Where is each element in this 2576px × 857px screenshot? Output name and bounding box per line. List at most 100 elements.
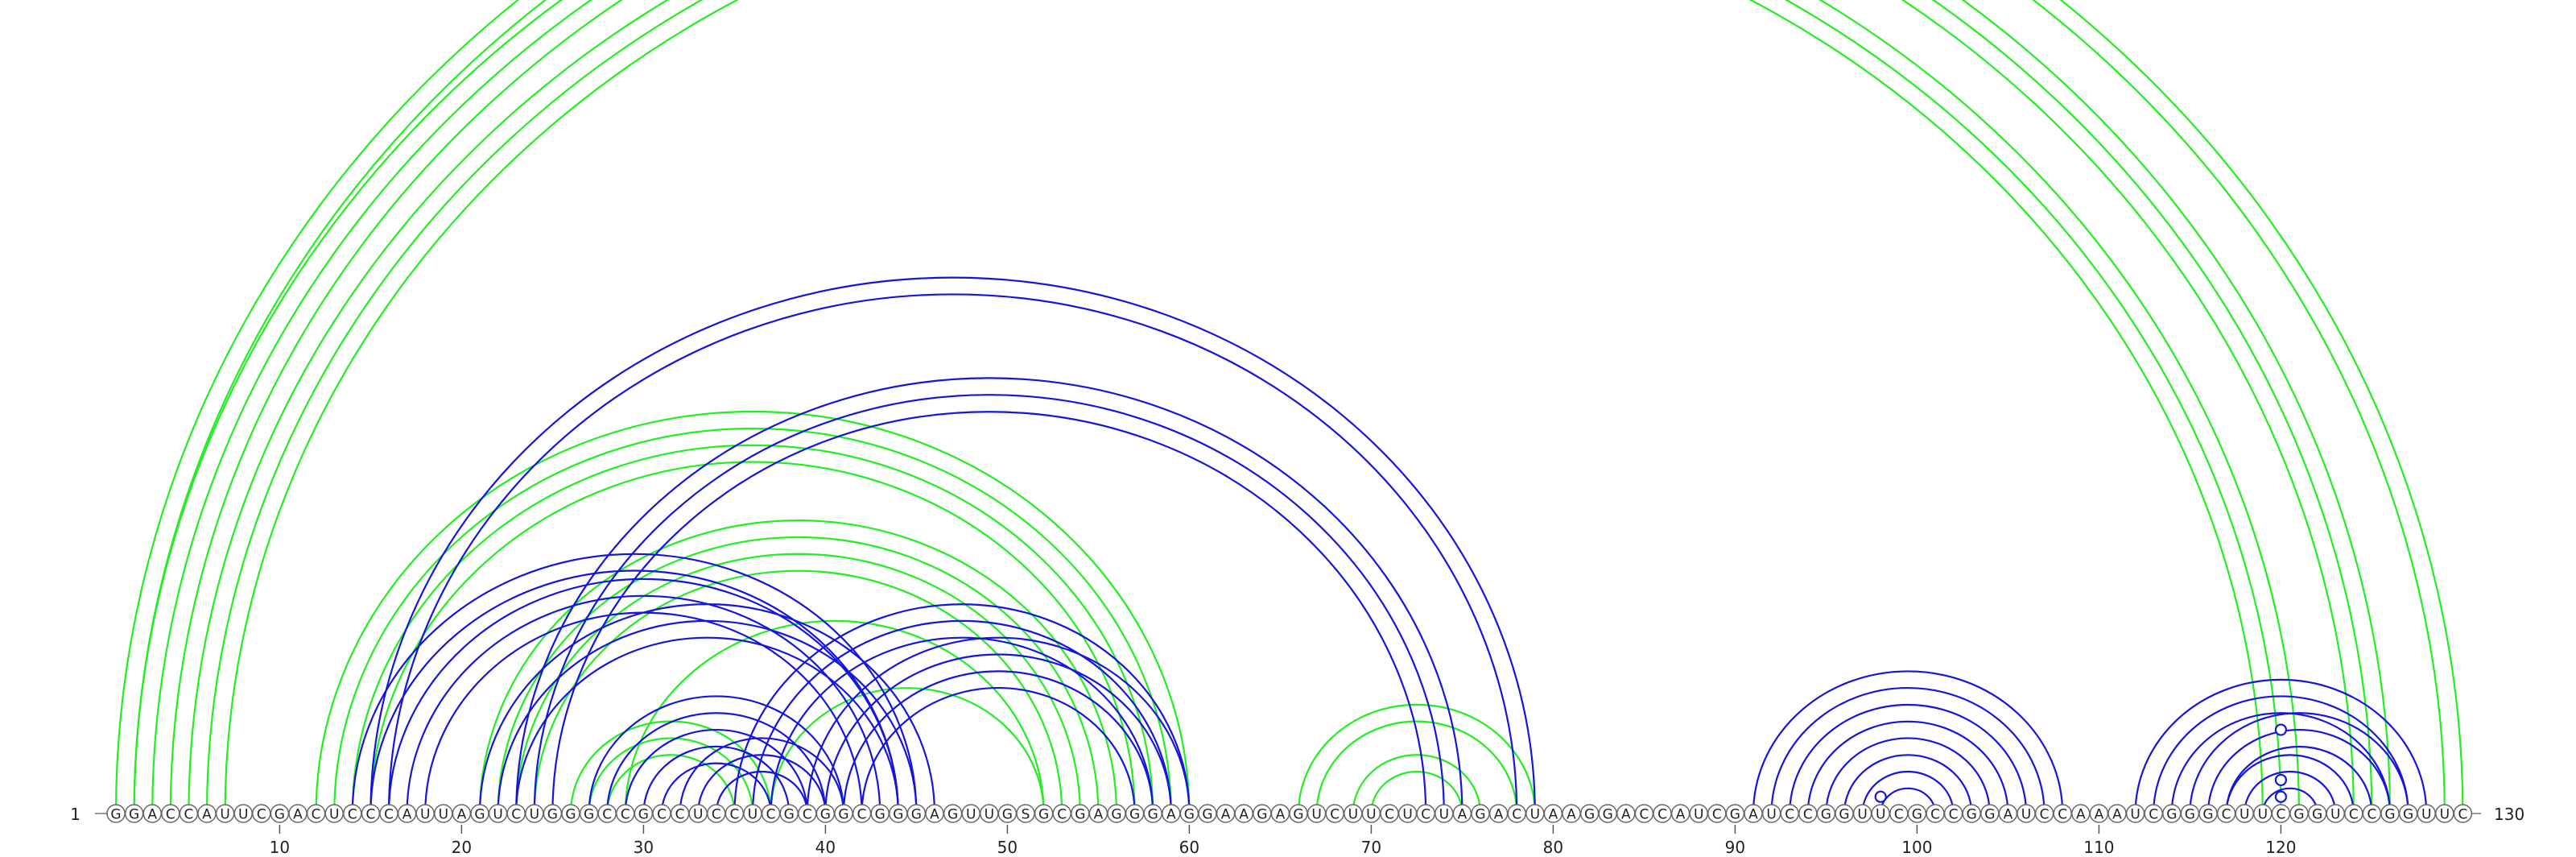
green-pair-arc — [369, 461, 1136, 814]
nucleotide: C — [1634, 804, 1654, 823]
nucleotide: G — [870, 804, 890, 823]
blue-pair-arc — [551, 410, 1427, 814]
nucleotide: U — [233, 804, 253, 823]
nucleotide-letter: A — [293, 807, 303, 823]
nucleotide: C — [761, 804, 781, 823]
nucleotide: A — [2089, 804, 2109, 823]
green-pair-arc — [770, 686, 1045, 814]
nucleotide-letter: C — [2058, 807, 2067, 823]
nucleotide: C — [306, 804, 326, 823]
nucleotide-letter: U — [2421, 807, 2431, 823]
nucleotide: C — [1507, 804, 1526, 823]
nucleotide: U — [324, 804, 344, 823]
blue-pair-arc — [1825, 737, 1991, 814]
nucleotide-letter: U — [2240, 807, 2249, 823]
nucleotide-letter: U — [220, 807, 229, 823]
nucleotide-letter: C — [602, 807, 612, 823]
blue-pair-arc — [369, 276, 1536, 814]
nucleotide: U — [488, 804, 508, 823]
nucleotide-letter: G — [2166, 807, 2177, 823]
nucleotide: G — [1198, 804, 1217, 823]
nucleotide: A — [1216, 804, 1236, 823]
nucleotide: U — [2417, 804, 2436, 823]
nucleotide: A — [925, 804, 944, 823]
nucleotide-letter: G — [911, 807, 922, 823]
blue-pair-arc — [387, 293, 1518, 814]
nucleotide-letter: G — [1839, 807, 1849, 823]
blue-pair-arc — [642, 745, 791, 814]
nucleotide-letter: G — [1184, 807, 1195, 823]
nucleotide-letter: U — [1311, 807, 1321, 823]
nucleotide: G — [579, 804, 599, 823]
nucleotide: G — [889, 804, 908, 823]
nucleotide-letter: C — [1421, 807, 1430, 823]
nucleotide-letter: A — [147, 807, 157, 823]
nucleotide: G — [1835, 804, 1854, 823]
nucleotide: C — [1798, 804, 1818, 823]
tick-label: 70 — [1361, 838, 1381, 857]
nucleotide-letter: U — [1766, 807, 1776, 823]
blue-pair-arc — [660, 762, 772, 814]
nucleotide: U — [1361, 804, 1381, 823]
nucleotide-letter: A — [457, 807, 467, 823]
nucleotide-letter: C — [1712, 807, 1722, 823]
nucleotide: A — [1088, 804, 1108, 823]
blue-pair-arc — [406, 594, 881, 814]
green-pair-arc — [606, 754, 736, 814]
nucleotide-letter: G — [1002, 807, 1013, 823]
blue-pair-arc — [387, 578, 899, 814]
nucleotide: U — [2235, 804, 2254, 823]
nucleotide: G — [2162, 804, 2182, 823]
nucleotide: G — [1125, 804, 1145, 823]
green-pair-arc — [1297, 703, 1536, 814]
nucleotide-letter: G — [1129, 807, 1140, 823]
blue-pair-arc — [770, 636, 1154, 814]
green-pair-arc — [133, 0, 2446, 814]
nucleotide: A — [197, 804, 217, 823]
nucleotide: C — [179, 804, 199, 823]
nucleotide-letter: U — [2330, 807, 2340, 823]
blue-pair-arc — [2225, 745, 2373, 814]
nucleotide-letter: G — [2202, 807, 2213, 823]
blue-pair-arc — [1861, 770, 1955, 814]
nucleotide: G — [1253, 804, 1272, 823]
nucleotide: C — [652, 804, 671, 823]
tick-label: 80 — [1543, 838, 1563, 857]
nucleotide-letter: U — [2440, 807, 2450, 823]
nucleotide: C — [2271, 804, 2291, 823]
nucleotide: C — [1780, 804, 1799, 823]
nucleotide-letter: U — [1530, 807, 1540, 823]
nucleotide-letter: A — [1166, 807, 1176, 823]
nucleotide-letter: U — [1857, 807, 1867, 823]
nucleotide: G — [1725, 804, 1745, 823]
nucleotide: G — [2198, 804, 2218, 823]
nucleotide: G — [2307, 804, 2327, 823]
nucleotide: G — [1071, 804, 1090, 823]
nucleotide-letter: C — [2222, 807, 2231, 823]
nucleotide-letter: G — [784, 807, 795, 823]
nucleotide: A — [2071, 804, 2091, 823]
nucleotide: A — [397, 804, 417, 823]
nucleotide-letter: C — [712, 807, 721, 823]
nucleotide: A — [1234, 804, 1253, 823]
blue-pair-arc — [515, 636, 899, 814]
nucleotide-letter: C — [257, 807, 266, 823]
nucleotide: G — [779, 804, 799, 823]
nucleotide-letter: C — [729, 807, 739, 823]
nucleotide-letter: G — [947, 807, 958, 823]
nucleotide: G — [543, 804, 563, 823]
nucleotide: U — [525, 804, 544, 823]
nucleotide-letter: G — [1257, 807, 1267, 823]
nucleotide: U — [2253, 804, 2273, 823]
blue-pair-arc — [679, 737, 845, 814]
nucleotide-letter: U — [439, 807, 448, 823]
nucleotide-letter: C — [184, 807, 193, 823]
nucleotide-letter: C — [312, 807, 321, 823]
nucleotide-letter: C — [657, 807, 667, 823]
nucleotide-letter: G — [2185, 807, 2195, 823]
nucleotide: U — [2435, 804, 2454, 823]
nucleotide-letter: U — [2130, 807, 2140, 823]
nucleotide-letter: A — [1676, 807, 1686, 823]
nucleotide: C — [597, 804, 617, 823]
